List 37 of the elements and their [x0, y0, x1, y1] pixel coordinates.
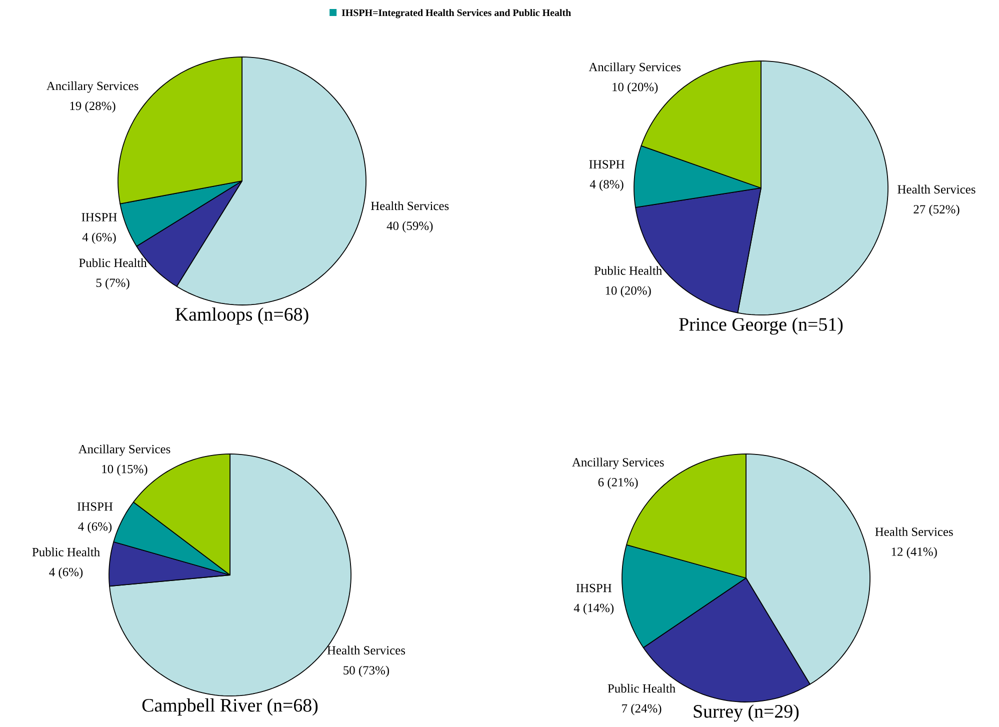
slice-label: Ancillary Services [572, 458, 664, 470]
slice-label: Ancillary Services [46, 81, 138, 93]
data-label: 4 (6%) [49, 567, 83, 579]
slice-label: IHSPH [576, 584, 612, 592]
slice-label: Health Services [327, 646, 406, 655]
slice-label: Ancillary Services [588, 62, 681, 74]
text: Campbell River (n=68) [142, 698, 318, 716]
data-label: 4 (8%) [590, 180, 624, 191]
slice-label: Public Health [608, 684, 676, 693]
text: Surrey (n=29) [694, 704, 799, 722]
data-label: 27 (52%) [914, 204, 960, 216]
data-label: 6 (21%) [598, 478, 638, 489]
slice-label: IHSPH [589, 160, 624, 169]
data-label: 4 (14%) [574, 603, 614, 615]
slice-label: Public Health [32, 548, 100, 556]
text: Kamloops (n=68) [175, 307, 308, 325]
data-label: 50 (73%) [344, 666, 390, 678]
data-label: 7 (24%) [622, 704, 662, 716]
data-label: 10 (20%) [612, 82, 658, 94]
slice-label: Health Services [898, 184, 976, 194]
slice-label: IHSPH [77, 502, 113, 511]
slice-label: Ancillary Services [78, 444, 170, 456]
data-label: 5 (7%) [96, 278, 130, 290]
data-label: 19 (28%) [70, 101, 116, 113]
data-label: 12 (41%) [892, 547, 937, 558]
data-label: 4 (6%) [78, 522, 112, 534]
data-label: 4 (6%) [82, 232, 116, 244]
slice-label: Public Health [594, 266, 662, 275]
text: IHSPH=Integrated Health Services and Public Health [342, 9, 571, 18]
data-label: 40 (59%) [386, 221, 433, 233]
slice-label: Health Services [875, 527, 953, 536]
text: Prince George (n=51) [679, 317, 843, 335]
slice-label: Public Health [79, 258, 147, 268]
data-label: 10 (15%) [102, 464, 148, 476]
slice-label: Health Services [370, 201, 449, 210]
data-label: 10 (20%) [606, 286, 651, 298]
slice-label: IHSPH [82, 213, 117, 222]
